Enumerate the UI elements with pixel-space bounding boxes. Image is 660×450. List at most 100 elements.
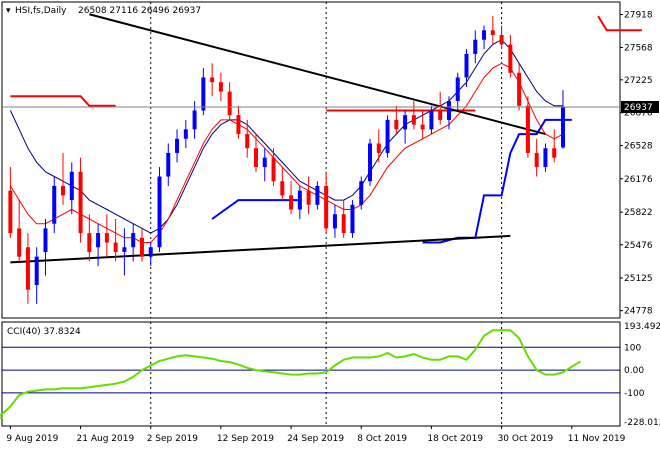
candle-body xyxy=(482,30,487,40)
candle xyxy=(490,16,495,45)
candle xyxy=(376,129,381,163)
candle xyxy=(289,181,294,215)
candle-body xyxy=(473,39,478,54)
price-tick-label: 27918 xyxy=(624,10,653,20)
price-tick-label: 26176 xyxy=(624,175,653,185)
blue-overlay-line xyxy=(211,199,300,220)
candle-body xyxy=(280,181,285,196)
trendline xyxy=(89,13,546,136)
ma-slow-line xyxy=(9,39,563,234)
candle xyxy=(543,143,548,172)
x-tick-label: 30 Oct 2019 xyxy=(498,434,554,444)
candle xyxy=(420,110,425,139)
candle-body xyxy=(324,185,329,229)
candle-body xyxy=(122,247,127,252)
chart-title-arrow: ▾ xyxy=(6,6,11,16)
candle xyxy=(96,223,101,267)
red-overlay-line xyxy=(10,95,116,107)
candle xyxy=(271,148,276,186)
candle xyxy=(306,176,311,215)
candle-body xyxy=(543,148,548,168)
candle xyxy=(113,218,118,262)
candle xyxy=(253,134,258,172)
x-tick-label: 18 Oct 2019 xyxy=(427,434,483,444)
cci-tick-label: 0.00 xyxy=(624,366,644,376)
candle-body xyxy=(113,242,118,252)
candle xyxy=(157,167,162,252)
candle-body xyxy=(78,171,83,234)
candle-body xyxy=(508,44,513,73)
candle xyxy=(61,152,66,205)
candle-body xyxy=(297,190,302,210)
candle-body xyxy=(341,214,346,234)
candle-body xyxy=(25,247,30,290)
candle xyxy=(236,105,241,139)
x-tick-label: 12 Sep 2019 xyxy=(217,434,274,444)
candle xyxy=(210,63,215,97)
candle-body xyxy=(131,233,136,248)
candle xyxy=(25,233,30,304)
candle-body xyxy=(210,77,215,83)
candle xyxy=(341,200,346,238)
price-tick-label: 27568 xyxy=(624,43,653,53)
candle xyxy=(166,143,171,186)
candle-body xyxy=(403,115,408,130)
x-tick-label: 11 Nov 2019 xyxy=(568,434,626,444)
candle-body xyxy=(87,233,92,252)
price-tick-label: 24778 xyxy=(624,307,653,317)
candle-body xyxy=(385,119,390,153)
candle-body xyxy=(534,152,539,168)
candle xyxy=(385,115,390,158)
candle-body xyxy=(34,256,39,285)
candle xyxy=(394,105,399,135)
candle xyxy=(43,218,48,276)
cci-tick-label: 100 xyxy=(624,343,641,353)
candle-body xyxy=(166,152,171,177)
red-overlay-line xyxy=(597,15,642,32)
candle-body xyxy=(420,124,425,130)
candle xyxy=(534,138,539,177)
cci-title: CCI(40) 37.8324 xyxy=(7,327,81,337)
candle xyxy=(359,176,364,210)
candle xyxy=(482,25,487,50)
candle xyxy=(411,101,416,130)
cci-panel: 193.492 100 0.00 -100 -228.012 CCI(40) 37.832… xyxy=(0,321,660,428)
candle-body xyxy=(368,143,373,182)
candle-body xyxy=(429,110,434,130)
candle xyxy=(324,171,329,234)
candle xyxy=(148,242,153,267)
candle xyxy=(139,228,144,262)
candle-body xyxy=(69,171,74,201)
candle-body xyxy=(236,115,241,135)
price-tick-label: 27225 xyxy=(624,76,653,86)
candle xyxy=(227,82,232,120)
candle-body xyxy=(227,91,232,116)
candle xyxy=(17,200,22,262)
x-tick-label: 24 Sep 2019 xyxy=(287,434,344,444)
candle-body xyxy=(306,190,311,205)
candle xyxy=(34,247,39,304)
candle xyxy=(560,90,565,149)
candle-body xyxy=(446,101,451,120)
candle xyxy=(446,96,451,130)
x-tick-label: 21 Aug 2019 xyxy=(77,434,135,444)
candle xyxy=(499,25,504,50)
last-price-label: 26937 xyxy=(624,103,653,113)
last-price-box xyxy=(621,100,659,113)
candle xyxy=(517,63,522,111)
cci-tick-label: -100 xyxy=(624,389,645,399)
candle xyxy=(122,228,127,276)
x-axis: 9 Aug 2019 21 Aug 2019 2 Sep 2019 12 Sep 20… xyxy=(6,426,626,444)
candle-body xyxy=(245,134,250,149)
candle-body xyxy=(350,204,355,234)
candle xyxy=(508,35,513,78)
candle xyxy=(464,49,469,87)
candle-body xyxy=(271,157,276,182)
candle xyxy=(87,214,92,262)
candle xyxy=(350,200,355,238)
candle xyxy=(69,162,74,215)
candle-body xyxy=(139,237,144,257)
candle xyxy=(201,68,206,116)
candle xyxy=(104,214,109,257)
